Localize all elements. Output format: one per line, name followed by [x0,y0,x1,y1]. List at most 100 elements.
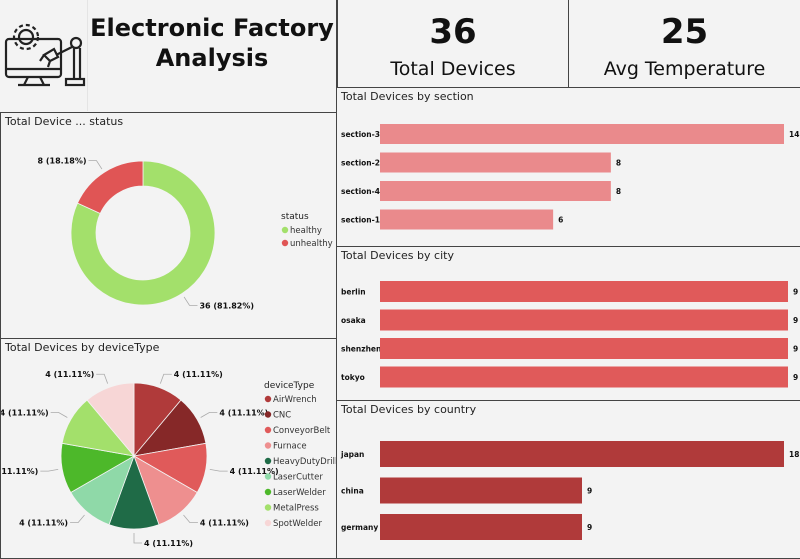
legend-title: deviceType [264,381,315,391]
leader-line[interactable] [88,160,103,170]
status-donut-panel[interactable]: Total Device ... status 36 (81.82%) 8 (18… [0,112,337,339]
leader-line[interactable] [70,514,85,524]
bar-china[interactable] [380,477,582,504]
legend-item-furnace: Furnace [273,442,307,452]
slice-healthy[interactable] [70,160,216,306]
category-label: section-2 [341,159,380,168]
category-label: berlin [341,288,366,297]
legend-marker[interactable] [281,239,289,247]
chart-title: Total Devices by deviceType [5,341,160,354]
bar-shenzhen[interactable] [380,338,788,359]
data-label: 4 (11.11%) [19,519,68,528]
leader-line[interactable] [50,412,68,418]
kpi-label: Avg Temperature [603,58,766,80]
chart-title: Total Devices by city [341,249,454,262]
category-label: section-4 [341,187,380,196]
data-label: 9 [793,345,798,354]
data-label: 8 (18.18%) [38,157,87,166]
legend-marker[interactable] [281,226,289,234]
chart-title: Total Devices by country [341,403,477,416]
country-bar-panel[interactable]: Total Devices by country japan 18 china 9 ge… [336,400,800,559]
devicetype-pie-panel[interactable]: Total Devices by deviceType 4 (11.11%) 4 … [0,338,337,559]
bar-section-1[interactable] [380,209,554,230]
slice-unhealthy[interactable] [76,160,144,215]
factory-robot-arm-monitor-icon [4,23,86,87]
bar-section-2[interactable] [380,152,611,173]
legend-marker[interactable] [264,519,272,527]
data-label: 4 (11.11%) [230,467,279,476]
category-label: section-3 [341,130,380,139]
logo-panel [0,0,88,111]
leader-line[interactable] [40,468,59,472]
data-label: 14 [789,130,799,139]
data-label: 8 [616,159,621,168]
legend-marker[interactable] [264,504,272,511]
legend-marker[interactable] [264,473,272,480]
leader-line[interactable] [200,412,218,418]
data-label: 9 [793,288,798,297]
category-label: section-1 [341,216,380,225]
data-label: 8 [616,187,621,196]
leader-line[interactable] [209,468,228,472]
data-label: 9 [587,523,592,532]
category-label: osaka [341,316,366,325]
category-label: tokyo [341,373,365,382]
leader-line[interactable] [133,533,142,544]
devicetype-pie-chart[interactable]: 4 (11.11%) 4 (11.11%) 4 (11.11%) 4 (11.11%)… [1,339,336,558]
data-label: 4 (11.11%) [1,467,38,476]
bar-japan[interactable] [380,441,784,467]
legend-item-unhealthy: unhealthy [290,239,333,249]
city-bar-chart[interactable]: berlin 9 osaka 9 shenzhen 9 tokyo 9 [337,247,800,400]
legend-item-conveyorbelt: ConveyorBelt [273,426,331,436]
category-label: japan [340,450,364,459]
data-label: 18 [789,450,799,459]
bar-osaka[interactable] [380,309,788,331]
legend-marker[interactable] [264,411,272,418]
legend-item-laserwelder: LaserWelder [273,488,326,498]
data-label: 4 (11.11%) [144,539,193,548]
leader-line[interactable] [159,373,172,384]
data-label: 4 (11.11%) [200,519,249,528]
country-bar-chart[interactable]: japan 18 china 9 germany 9 [337,401,800,558]
legend-item-airwrench: AirWrench [273,395,317,405]
legend-marker[interactable] [264,395,272,403]
data-label: 9 [793,373,798,382]
data-label: 4 (11.11%) [219,409,268,418]
slice-spotwelder[interactable] [86,382,135,458]
leader-line[interactable] [183,514,198,524]
city-bar-panel[interactable]: Total Devices by city berlin 9 osaka 9 shenz… [336,246,800,401]
header-panel: Electronic Factory Analysis [0,0,337,113]
legend-marker[interactable] [264,488,272,496]
kpi-value: 25 [660,12,709,52]
bar-berlin[interactable] [380,281,788,302]
legend-item-cnc: CNC [273,411,291,421]
legend-marker[interactable] [264,426,272,434]
category-label: shenzhen [341,345,381,354]
data-label: 4 (11.11%) [1,409,49,418]
leader-line[interactable] [183,296,198,306]
category-label: china [341,487,364,496]
bar-section-4[interactable] [380,181,611,201]
bar-tokyo[interactable] [380,366,788,388]
bar-germany[interactable] [380,514,582,540]
legend-title: status [281,212,309,222]
leader-line[interactable] [96,373,109,384]
legend-marker[interactable] [264,442,272,449]
chart-title: Total Device ... status [5,115,124,128]
legend-marker[interactable] [264,457,272,465]
status-donut-chart[interactable]: 36 (81.82%) 8 (18.18%) status healthy unheal… [1,113,336,338]
kpi-avg-temperature-card: 25 Avg Temperature [568,0,800,88]
legend-item-lasercutter: LaserCutter [273,473,323,483]
section-bar-chart[interactable]: section-3 14 section-2 8 section-4 8 section-1… [337,88,800,246]
data-label: 4 (11.11%) [174,370,223,379]
bar-section-3[interactable] [380,124,784,144]
data-label: 36 (81.82%) [199,301,254,310]
category-label: germany [341,523,378,532]
data-label: 9 [793,316,798,325]
section-bar-panel[interactable]: Total Devices by section section-3 14 sect… [336,87,800,247]
legend-item-metalpress: MetalPress [273,504,319,514]
data-label: 6 [558,216,563,225]
legend-item-healthy: healthy [290,226,322,236]
chart-title: Total Devices by section [341,90,474,103]
data-label: 4 (11.11%) [45,370,94,379]
